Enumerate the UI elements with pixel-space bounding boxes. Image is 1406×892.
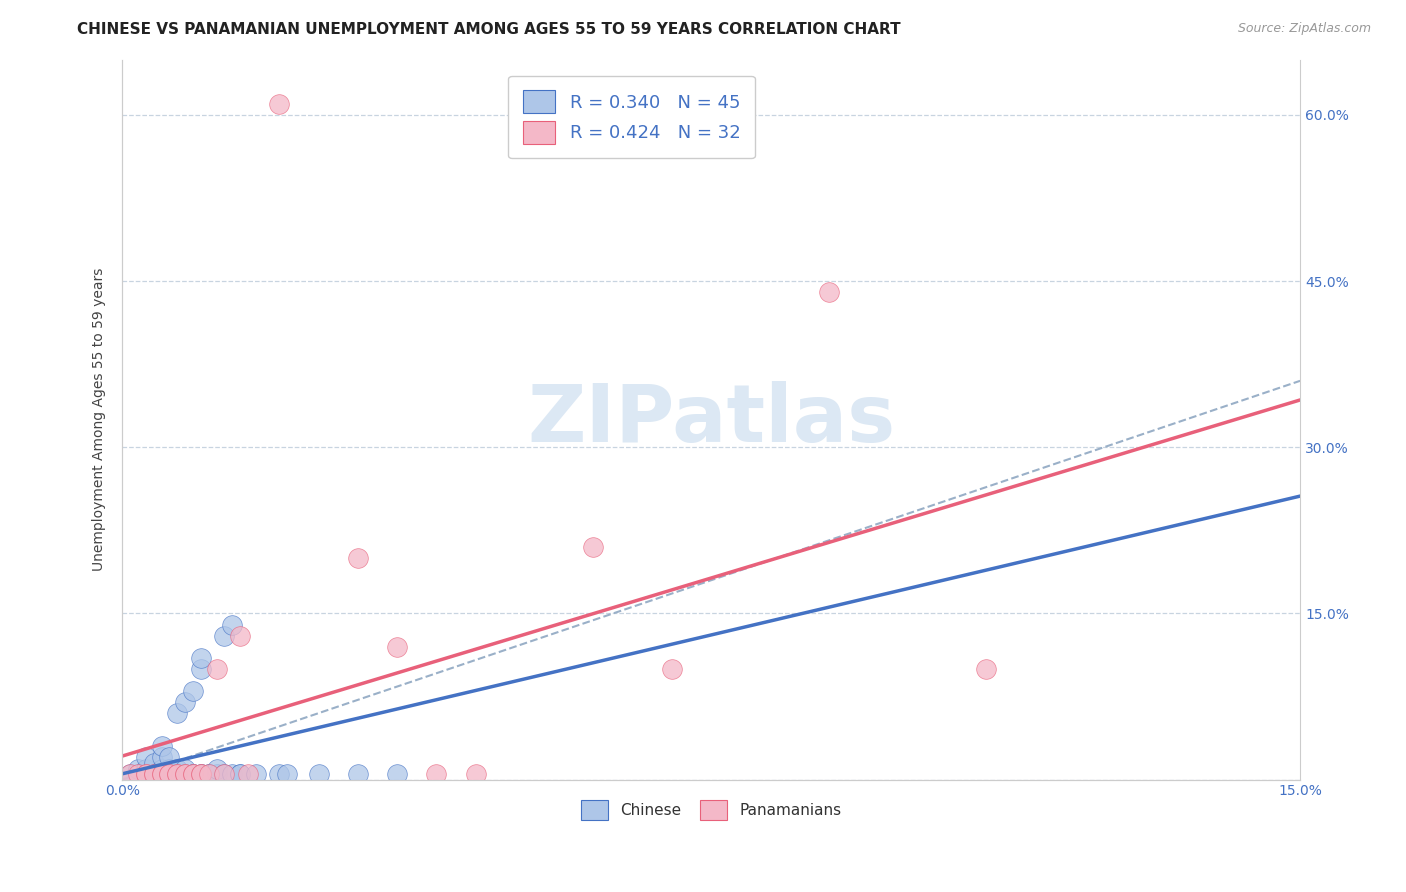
Point: [166, 762, 188, 776]
Point: [197, 767, 219, 781]
Point: [142, 767, 165, 781]
Point: [174, 762, 197, 776]
Point: [127, 762, 149, 776]
Point: [142, 767, 165, 781]
Point: [197, 767, 219, 781]
Point: [150, 767, 173, 781]
Point: [181, 684, 204, 698]
Point: [150, 767, 173, 781]
Point: [190, 767, 212, 781]
Point: [166, 767, 188, 781]
Point: [135, 762, 157, 776]
Point: [385, 767, 408, 781]
Point: [197, 767, 219, 781]
Point: [181, 767, 204, 781]
Point: [190, 650, 212, 665]
Point: [221, 617, 243, 632]
Point: [214, 767, 236, 781]
Point: [157, 762, 180, 776]
Point: [236, 767, 259, 781]
Point: [269, 767, 291, 781]
Point: [174, 767, 197, 781]
Text: ZIPatlas: ZIPatlas: [527, 381, 896, 458]
Point: [214, 767, 236, 781]
Point: [181, 767, 204, 781]
Point: [150, 750, 173, 764]
Point: [157, 750, 180, 764]
Point: [347, 767, 370, 781]
Point: [150, 762, 173, 776]
Point: [385, 640, 408, 654]
Point: [229, 767, 252, 781]
Legend: Chinese, Panamanians: Chinese, Panamanians: [575, 794, 848, 826]
Point: [142, 756, 165, 770]
Point: [166, 767, 188, 781]
Point: [582, 540, 605, 554]
Point: [974, 662, 997, 676]
Point: [120, 767, 142, 781]
Point: [661, 662, 683, 676]
Y-axis label: Unemployment Among Ages 55 to 59 years: Unemployment Among Ages 55 to 59 years: [93, 268, 107, 571]
Point: [347, 551, 370, 566]
Point: [181, 767, 204, 781]
Point: [818, 285, 841, 300]
Point: [135, 767, 157, 781]
Point: [190, 767, 212, 781]
Point: [190, 767, 212, 781]
Point: [214, 629, 236, 643]
Point: [127, 767, 149, 781]
Text: Source: ZipAtlas.com: Source: ZipAtlas.com: [1237, 22, 1371, 36]
Point: [464, 767, 486, 781]
Point: [120, 767, 142, 781]
Point: [174, 767, 197, 781]
Point: [221, 767, 243, 781]
Point: [135, 750, 157, 764]
Point: [205, 767, 228, 781]
Point: [166, 706, 188, 720]
Point: [229, 629, 252, 643]
Point: [245, 767, 267, 781]
Point: [269, 96, 291, 111]
Point: [190, 662, 212, 676]
Point: [205, 762, 228, 776]
Point: [157, 767, 180, 781]
Point: [174, 767, 197, 781]
Point: [127, 767, 149, 781]
Point: [142, 767, 165, 781]
Point: [150, 739, 173, 754]
Text: CHINESE VS PANAMANIAN UNEMPLOYMENT AMONG AGES 55 TO 59 YEARS CORRELATION CHART: CHINESE VS PANAMANIAN UNEMPLOYMENT AMONG…: [77, 22, 901, 37]
Point: [205, 662, 228, 676]
Point: [276, 767, 298, 781]
Point: [308, 767, 330, 781]
Point: [174, 695, 197, 709]
Point: [142, 767, 165, 781]
Point: [135, 767, 157, 781]
Point: [190, 767, 212, 781]
Point: [150, 767, 173, 781]
Point: [135, 767, 157, 781]
Point: [229, 767, 252, 781]
Point: [157, 767, 180, 781]
Point: [157, 767, 180, 781]
Point: [181, 767, 204, 781]
Point: [166, 767, 188, 781]
Point: [425, 767, 447, 781]
